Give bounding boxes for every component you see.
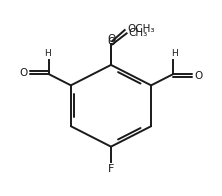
Text: O: O: [194, 71, 203, 81]
Text: O: O: [19, 68, 28, 78]
Text: H: H: [171, 49, 178, 58]
Text: O: O: [107, 37, 115, 47]
Text: O: O: [107, 34, 115, 44]
Text: F: F: [108, 164, 114, 174]
Text: H: H: [44, 49, 51, 58]
Text: OCH₃: OCH₃: [127, 24, 155, 34]
Text: CH₃: CH₃: [128, 28, 147, 38]
